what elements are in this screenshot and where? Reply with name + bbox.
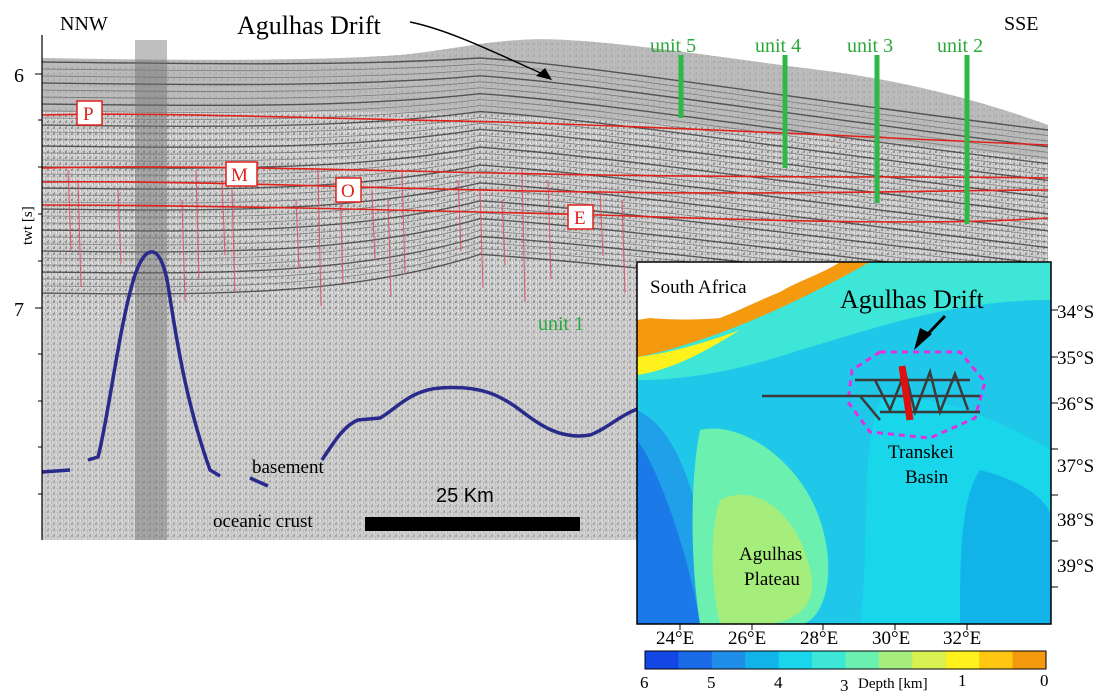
colorbar-segment [912,651,946,669]
drift-title: Agulhas Drift [237,11,381,40]
map-drift-label: Agulhas Drift [840,285,984,314]
ytick-7: 7 [14,299,24,321]
colorbar-label: Depth [km] [858,676,928,692]
lat-39: 39°S [1057,556,1094,577]
colorbar-segment [779,651,813,669]
cbar-tick-3: 3 [840,676,849,693]
transkei-label: Transkei [888,442,954,463]
cbar-tick-6: 6 [640,673,649,692]
agulhas-label: Agulhas [739,544,802,565]
colorbar-segment [712,651,746,669]
lon-30: 30°E [872,628,910,649]
colorbar [645,651,1047,669]
lat-35: 35°S [1057,348,1094,369]
lon-26: 26°E [728,628,766,649]
cbar-tick-1: 1 [958,671,967,690]
basement-label: basement [252,457,324,478]
oceanic-crust-label: oceanic crust [213,511,313,532]
colorbar-segment [645,651,679,669]
colorbar-segment [846,651,880,669]
y-axis-label: twt [s] [20,206,36,245]
nnw-label: NNW [60,13,108,35]
reflector-e-label: E [574,208,586,229]
y-ticks [35,74,42,494]
colorbar-segment [979,651,1013,669]
sse-label: SSE [1004,13,1038,35]
unit-3-label: unit 3 [847,35,893,57]
inset-map: South Africa Agulhas Drift Transkei Basi… [637,262,1094,693]
unit-1-label: unit 1 [538,313,584,335]
colorbar-segment [745,651,779,669]
south-africa-label: South Africa [650,277,747,298]
unit-4-label: unit 4 [755,35,801,57]
cbar-tick-5: 5 [707,673,716,692]
cbar-tick-4: 4 [774,673,783,692]
unit-2-label: unit 2 [937,35,983,57]
colorbar-segment [1013,651,1047,669]
cbar-tick-0: 0 [1040,671,1049,690]
lat-37: 37°S [1057,456,1094,477]
scale-label: 25 Km [436,485,494,507]
colorbar-segment [946,651,980,669]
lon-24: 24°E [656,628,694,649]
reflector-o-label: O [341,181,355,202]
basin-label: Basin [905,467,949,488]
reflector-p-label: P [83,104,94,125]
lon-28: 28°E [800,628,838,649]
colorbar-segment [678,651,712,669]
colorbar-segment [812,651,846,669]
unit-5-label: unit 5 [650,35,696,57]
lat-36: 36°S [1057,394,1094,415]
reflector-m-label: M [231,165,248,186]
colorbar-segment [879,651,913,669]
ytick-6: 6 [14,65,24,87]
scale-bar [365,517,580,531]
lat-38: 38°S [1057,510,1094,531]
plateau-label: Plateau [744,569,800,590]
lat-34: 34°S [1057,302,1094,323]
lon-32: 32°E [943,628,981,649]
